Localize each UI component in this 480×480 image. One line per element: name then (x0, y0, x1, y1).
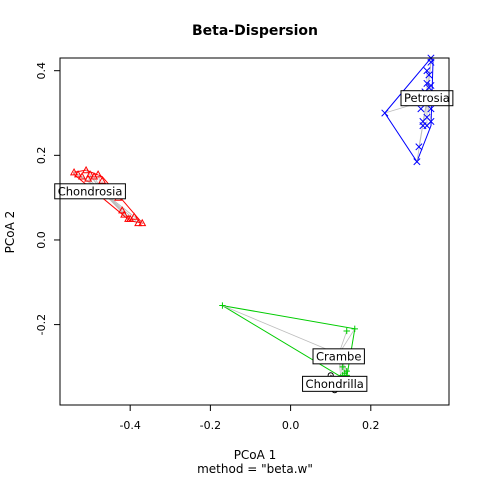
group-label-chondrosia: Chondrosia (54, 183, 126, 200)
group-chondrilla: Chondrilla (302, 372, 368, 394)
spoke-petrosia (416, 100, 428, 162)
point-chondrosia (98, 176, 107, 184)
point-chondrosia (78, 172, 87, 180)
point-crambe (339, 363, 346, 371)
x-tick-label: 0.2 (362, 419, 380, 432)
point-crambe (351, 325, 358, 333)
group-petrosia: Petrosia (381, 54, 454, 166)
point-chondrosia (130, 212, 139, 220)
y-tick-label: -0.2 (35, 314, 48, 335)
plot-area: Chondrosia Petrosia Crambe Chondrilla (54, 54, 454, 394)
point-petrosia (413, 158, 421, 166)
point-petrosia (423, 79, 431, 87)
chart-title: Beta-Dispersion (192, 23, 318, 39)
point-crambe (343, 327, 350, 335)
group-label-text: Petrosia (404, 91, 450, 105)
point-petrosia (415, 143, 423, 151)
point-chondrosia (73, 170, 83, 178)
x-tick-label: -0.4 (119, 419, 140, 432)
point-chondrosia (138, 218, 147, 227)
point-chondrosia (94, 170, 103, 178)
point-chondrosia (120, 210, 129, 218)
group-label-box (54, 183, 126, 200)
x-axis-label: PCoA 1 (234, 448, 277, 462)
point-chondrosia (84, 174, 93, 182)
point-petrosia (425, 71, 433, 79)
group-label-petrosia: Petrosia (400, 90, 454, 107)
point-chondrosia (134, 218, 143, 227)
x-tick-label: 0.0 (282, 419, 300, 432)
point-chondrosia (82, 165, 91, 174)
y-axis-label: PCoA 2 (3, 211, 17, 254)
point-petrosia (427, 58, 435, 66)
y-tick-label: 0.0 (35, 231, 48, 249)
group-label-chondrilla: Chondrilla (302, 375, 368, 392)
group-label-text: Chondrosia (58, 184, 123, 198)
x-tick-label: -0.2 (200, 419, 221, 432)
spoke-crambe (222, 305, 339, 355)
y-tick-label: 0.4 (35, 62, 48, 80)
group-label-box (312, 348, 365, 365)
point-chondrosia (69, 168, 79, 176)
point-chondrosia (86, 170, 95, 178)
plot-frame (59, 57, 450, 406)
y-tick-label: 0.2 (35, 147, 48, 165)
subtitle: method = "beta.w" (197, 462, 313, 476)
group-chondrosia: Chondrosia (54, 165, 147, 227)
point-petrosia (423, 67, 431, 75)
group-label-crambe: Crambe (312, 348, 365, 365)
group-label-box (302, 375, 368, 392)
group-label-text: Chondrilla (306, 377, 364, 391)
group-label-box (400, 90, 454, 107)
point-petrosia (427, 105, 435, 113)
point-petrosia (423, 122, 431, 130)
point-petrosia (417, 105, 425, 113)
axes: -0.4 -0.2 0.0 0.2 -0.2 0.0 0.2 0.4 (35, 62, 380, 432)
point-chondrosia (118, 206, 127, 214)
point-petrosia (381, 109, 389, 117)
point-crambe (219, 302, 226, 309)
group-label-text: Crambe (316, 349, 361, 363)
